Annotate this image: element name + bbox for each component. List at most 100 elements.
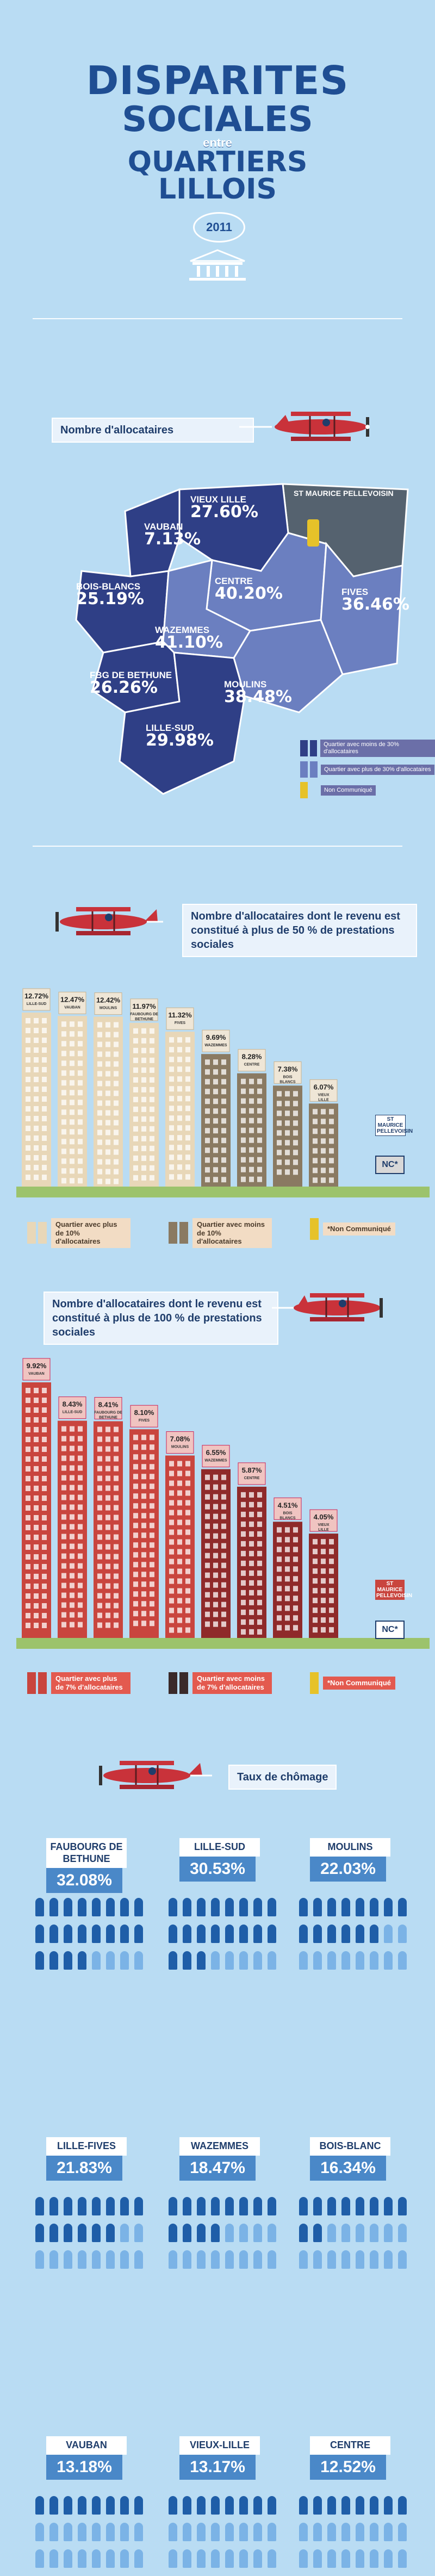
person-icon [268,2250,276,2269]
person-icon [268,2549,276,2568]
people-grid [166,2197,280,2277]
bar-window [213,1089,218,1095]
people-grid [33,2496,147,2576]
people-grid [296,2496,411,2576]
person-icon [120,2523,129,2541]
bar-window [61,1119,66,1125]
people-grid [296,1898,411,1978]
bar-window [177,1539,182,1545]
bar-window [177,1578,182,1584]
bar-window [213,1504,218,1510]
bar-window [70,1494,74,1500]
bar-window [169,1529,174,1535]
bar-window [329,1549,334,1555]
bar-window [78,1465,83,1471]
bar-window [61,1070,66,1076]
bar-window [293,1159,298,1165]
person-icon [183,2224,191,2242]
bar-window [114,1446,119,1452]
bar-window [221,1582,226,1588]
person-icon [239,1898,248,1916]
unemployment-card: BOIS-BLANC 16.34% [310,2137,390,2181]
bar-window [42,1623,47,1628]
bar-window [97,1139,102,1145]
bar-window [141,1552,146,1558]
bar-label-box [94,1397,122,1420]
bar-window [114,1032,119,1038]
bar-window [114,1436,119,1442]
bar-window [293,1169,298,1175]
bar-window [285,1120,290,1126]
grass [16,1187,430,1197]
person-icon [169,1898,177,1916]
bar-window [221,1157,226,1163]
person-icon [300,740,308,757]
bar-window [114,1100,119,1106]
bar-window [70,1080,74,1086]
person-icon [64,1898,72,1916]
person-icon [64,2549,72,2568]
bar-window [114,1178,119,1184]
bar-window [177,1490,182,1496]
bar-window [26,1067,30,1072]
bar-window [313,1168,318,1174]
bar-window [97,1505,102,1511]
bar-window [241,1511,246,1517]
bar-window [42,1554,47,1560]
bar-name-label: BETHUNE [135,1017,153,1021]
person-icon [384,2250,393,2269]
bar-window [61,1553,66,1559]
bar-window [169,1174,174,1180]
person-icon [49,2224,58,2242]
bar-window [133,1106,138,1112]
person-icon [134,2549,143,2568]
person-icon [356,2496,364,2515]
bar-window [241,1619,246,1625]
bar-window [329,1607,334,1613]
person-icon [211,2496,220,2515]
bar-window [61,1041,66,1047]
bar-window [169,1559,174,1565]
bar-window [26,1447,30,1452]
bar-name-label: LILLE-SUD [63,1411,83,1414]
unemployment-card: VAUBAN 13.18% [46,2436,127,2480]
bar-name-label: LILLE [318,1528,329,1532]
bar-window [257,1137,262,1143]
bar-window [221,1167,226,1173]
bar-window [42,1116,47,1121]
title-line-2: SOCIALES [122,100,313,140]
bar-window [257,1176,262,1182]
person-icon [313,2496,322,2515]
person-icon [253,2549,262,2568]
bar-window [42,1096,47,1102]
bar-window [78,1436,83,1442]
bar-window [114,1524,119,1530]
person-icon [384,2523,393,2541]
bar-window [257,1599,262,1605]
people-grid [166,2496,280,2576]
bar-name-label: WAZEMMES [204,1459,227,1463]
map-item-bois-blancs: BOIS-BLANCS 25.19% [76,582,144,607]
bar-window [141,1454,146,1460]
bar-window [26,1476,30,1481]
bar-window [293,1596,298,1602]
bar-window [141,1435,146,1441]
card-name: FAUBOURG DE BETHUNE [46,1838,127,1869]
bar-window [61,1514,66,1520]
bar-window [241,1550,246,1556]
bar-window [34,1175,39,1180]
person-icon [327,1951,336,1970]
legend-item: Non Communiqué [300,782,435,799]
bar-window [97,1120,102,1126]
bar-window [105,1051,110,1057]
bar-window [205,1543,210,1549]
person-icon [78,2549,86,2568]
bar-window [205,1098,210,1104]
person-icon [327,2549,336,2568]
bar-window [61,1090,66,1096]
nc-name: ST MAURICE PELLEVOISIN [375,1580,413,1600]
bar-window [70,1090,74,1096]
bar-window [150,1145,154,1151]
person-icon [239,2224,248,2242]
bar-window [97,1178,102,1184]
